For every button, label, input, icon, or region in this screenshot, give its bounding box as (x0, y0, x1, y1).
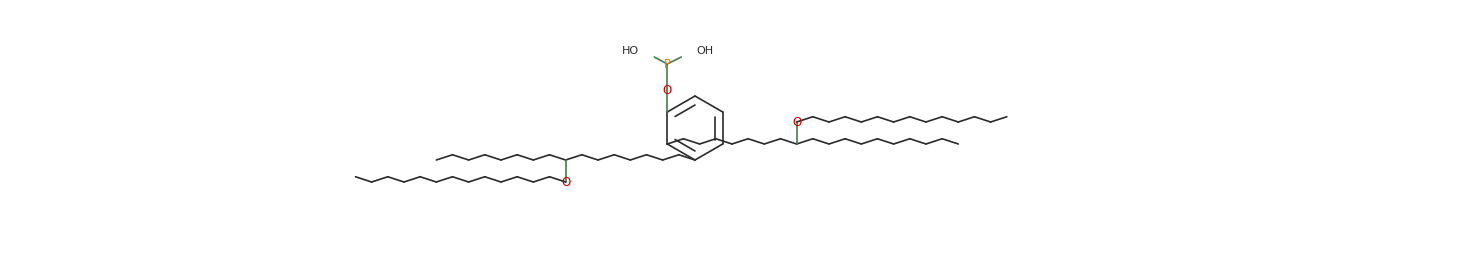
Text: P: P (664, 57, 670, 70)
Text: O: O (663, 84, 672, 97)
Text: OH: OH (696, 46, 714, 56)
Text: O: O (791, 116, 802, 128)
Text: O: O (561, 175, 571, 188)
Text: HO: HO (622, 46, 639, 56)
